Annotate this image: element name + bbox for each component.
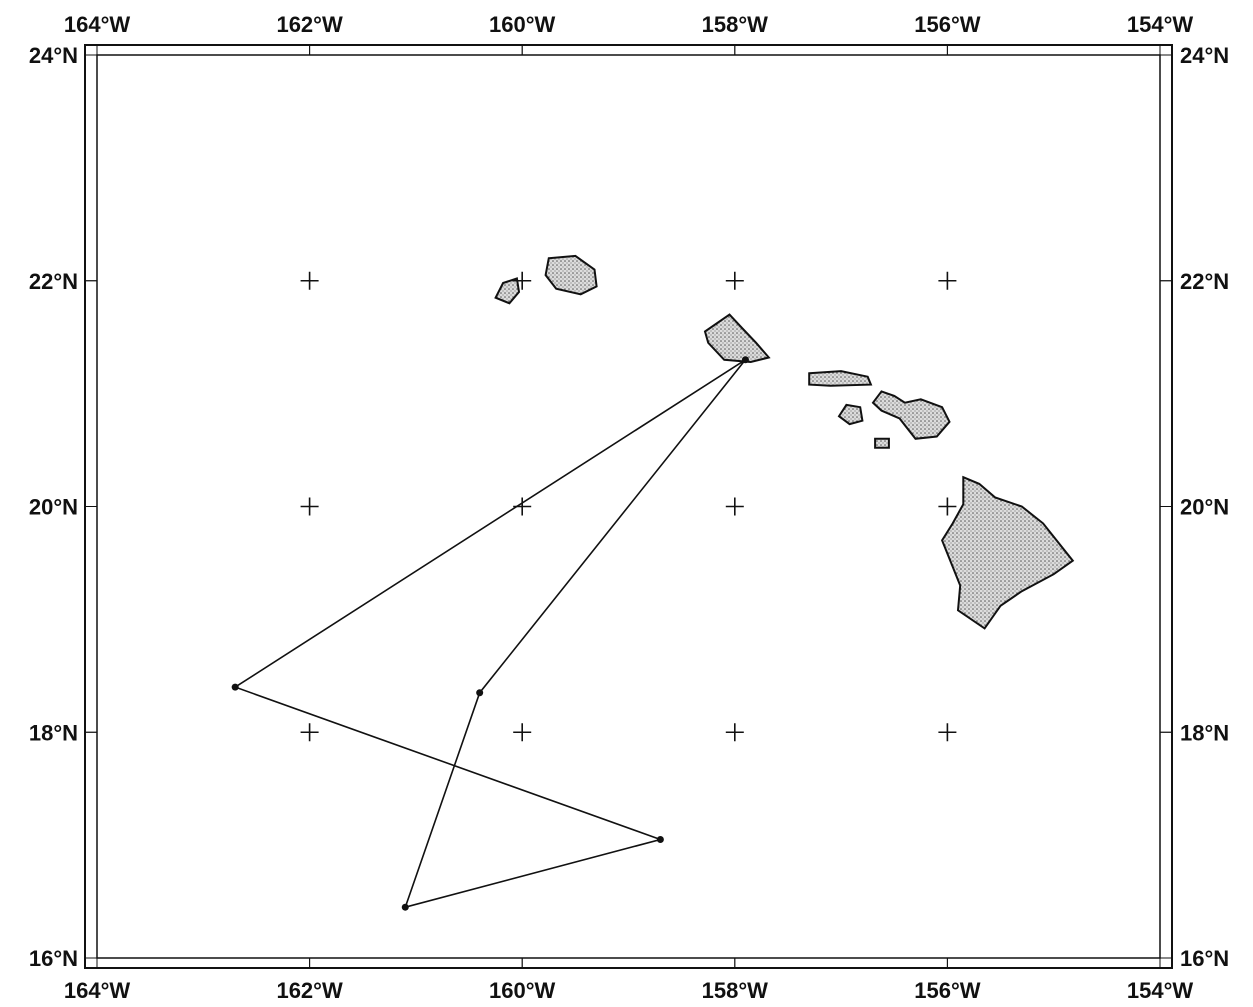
island-maui <box>871 390 951 440</box>
lon-label-bottom: 156°W <box>914 978 981 1003</box>
track-waypoint <box>741 356 749 364</box>
island-kauai <box>544 254 598 296</box>
lon-label-bottom: 154°W <box>1127 978 1194 1003</box>
lon-label-top: 164°W <box>64 12 131 37</box>
lon-label-top: 154°W <box>1127 12 1194 37</box>
frame-bar-left <box>84 731 98 959</box>
grid-cross <box>513 271 532 290</box>
grid-cross <box>300 497 319 516</box>
frame-bar-left <box>84 506 98 733</box>
frame-bar-bottom <box>309 957 523 969</box>
lat-label-left: 16°N <box>29 946 78 971</box>
grid-cross <box>938 497 957 516</box>
lat-label-right: 18°N <box>1180 720 1229 745</box>
frame-bar-top <box>309 44 523 56</box>
grid-cross <box>725 723 744 742</box>
grid-cross <box>725 271 744 290</box>
frame-bar-bottom <box>734 957 948 969</box>
grid-cross <box>725 497 744 516</box>
track-line <box>233 359 747 909</box>
lat-label-right: 24°N <box>1180 43 1229 68</box>
ship-track <box>231 356 749 911</box>
lon-label-bottom: 164°W <box>64 978 131 1003</box>
island-niihau <box>494 277 521 305</box>
island-kahoolawe <box>874 437 890 449</box>
island-lanai <box>837 403 864 426</box>
axis-labels: 164°W 164°W 162°W 162°W 160°W 160°W 158°W 158°W… <box>29 12 1229 1003</box>
frame-bar-bottom <box>96 957 311 969</box>
frame-bar-top <box>96 44 311 56</box>
hawaiian-islands <box>494 254 1075 630</box>
grid-cross <box>938 271 957 290</box>
frame-bar-top <box>946 44 1161 56</box>
frame-bar-right <box>1159 54 1173 282</box>
lon-label-bottom: 160°W <box>489 978 556 1003</box>
frame-bar-bottom <box>521 957 736 969</box>
lat-label-left: 22°N <box>29 269 78 294</box>
lat-label-right: 16°N <box>1180 946 1229 971</box>
track-waypoint <box>476 689 484 697</box>
frame-bar-top <box>734 44 948 56</box>
frame-bar-left <box>84 280 98 507</box>
track-waypoint <box>231 683 239 691</box>
lon-label-top: 156°W <box>914 12 981 37</box>
lon-label-top: 160°W <box>489 12 556 37</box>
grid-cross <box>513 723 532 742</box>
grid-cross <box>938 723 957 742</box>
frame-bar-left <box>84 54 98 282</box>
track-waypoint <box>656 835 664 843</box>
graticule-crosses <box>300 271 957 742</box>
island-molokai <box>808 370 873 387</box>
frame-bar-right <box>1159 506 1173 733</box>
lon-label-bottom: 162°W <box>276 978 343 1003</box>
island-hawaii <box>940 475 1075 630</box>
frame-bar-bottom <box>946 957 1161 969</box>
lon-label-top: 162°W <box>276 12 343 37</box>
lat-label-left: 20°N <box>29 495 78 520</box>
lat-label-left: 24°N <box>29 43 78 68</box>
frame-bar-right <box>1159 280 1173 507</box>
frame-bar-right <box>1159 731 1173 959</box>
lon-label-top: 158°W <box>702 12 769 37</box>
island-oahu <box>703 313 771 364</box>
lat-label-left: 18°N <box>29 720 78 745</box>
map-frame <box>84 44 1173 969</box>
lat-label-right: 20°N <box>1180 495 1229 520</box>
grid-cross <box>300 271 319 290</box>
frame-bar-top <box>521 44 736 56</box>
lon-label-bottom: 158°W <box>702 978 769 1003</box>
track-waypoint <box>401 903 409 911</box>
lat-label-right: 22°N <box>1180 269 1229 294</box>
grid-cross <box>300 723 319 742</box>
